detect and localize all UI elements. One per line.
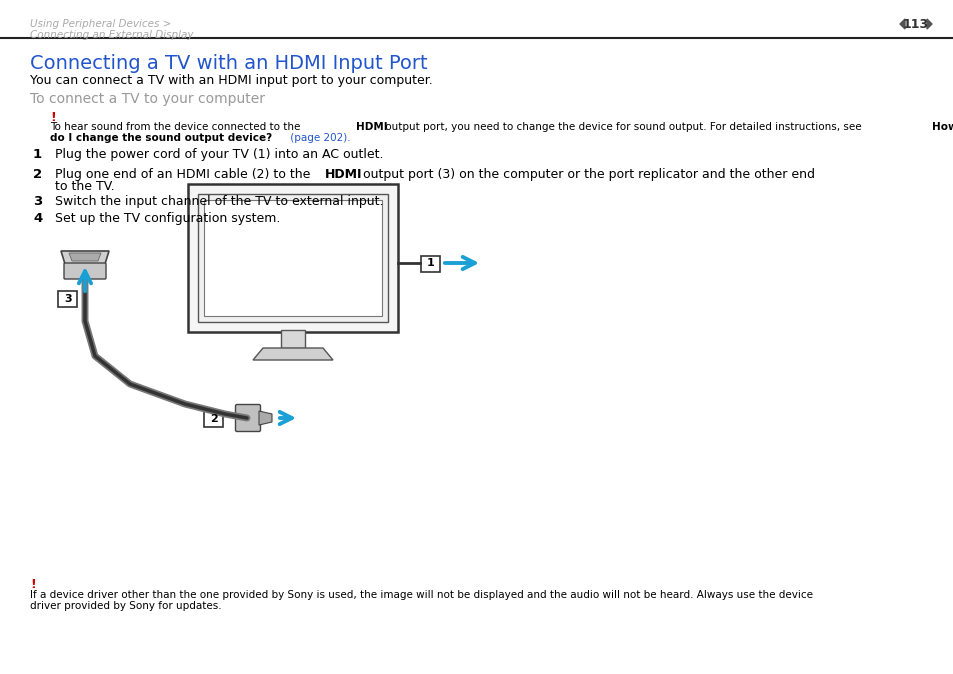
Text: 1: 1 [427,259,435,268]
Polygon shape [899,19,904,29]
Text: to the TV.: to the TV. [55,180,114,193]
Text: If a device driver other than the one provided by Sony is used, the image will n: If a device driver other than the one pr… [30,590,812,600]
Text: output port (3) on the computer or the port replicator and the other end: output port (3) on the computer or the p… [358,168,814,181]
FancyBboxPatch shape [204,410,223,427]
Text: output port, you need to change the device for sound output. For detailed instru: output port, you need to change the devi… [381,122,864,132]
Text: 3: 3 [33,195,42,208]
FancyBboxPatch shape [235,404,260,431]
Polygon shape [69,253,101,261]
Text: 4: 4 [33,212,42,225]
Text: To connect a TV to your computer: To connect a TV to your computer [30,92,265,106]
Text: Connecting an External Display: Connecting an External Display [30,30,193,40]
FancyBboxPatch shape [421,255,440,272]
Polygon shape [188,184,397,332]
Polygon shape [198,194,388,322]
Text: HDMI: HDMI [325,168,362,181]
Polygon shape [61,251,109,264]
Text: Connecting a TV with an HDMI Input Port: Connecting a TV with an HDMI Input Port [30,54,427,73]
Text: !: ! [30,578,35,591]
Polygon shape [926,19,931,29]
Text: HDMI: HDMI [355,122,387,132]
Text: do I change the sound output device?: do I change the sound output device? [50,133,272,143]
Polygon shape [258,411,272,425]
Text: Plug one end of an HDMI cable (2) to the: Plug one end of an HDMI cable (2) to the [55,168,314,181]
Text: You can connect a TV with an HDMI input port to your computer.: You can connect a TV with an HDMI input … [30,74,433,87]
Text: Plug the power cord of your TV (1) into an AC outlet.: Plug the power cord of your TV (1) into … [55,148,383,161]
Text: !: ! [50,111,55,124]
Text: (page 202).: (page 202). [287,133,351,143]
Text: Set up the TV configuration system.: Set up the TV configuration system. [55,212,280,225]
FancyBboxPatch shape [281,330,305,348]
Text: driver provided by Sony for updates.: driver provided by Sony for updates. [30,601,221,611]
Text: 2: 2 [210,414,217,423]
Text: Switch the input channel of the TV to external input.: Switch the input channel of the TV to ex… [55,195,383,208]
Text: 2: 2 [33,168,42,181]
Polygon shape [253,348,333,360]
Text: 3: 3 [64,293,71,303]
Text: 113: 113 [902,18,928,30]
Polygon shape [204,200,381,316]
FancyBboxPatch shape [64,263,106,279]
Text: How: How [931,122,953,132]
Text: 1: 1 [33,148,42,161]
Text: To hear sound from the device connected to the: To hear sound from the device connected … [50,122,303,132]
FancyBboxPatch shape [58,290,77,307]
Text: Using Peripheral Devices >: Using Peripheral Devices > [30,19,172,29]
